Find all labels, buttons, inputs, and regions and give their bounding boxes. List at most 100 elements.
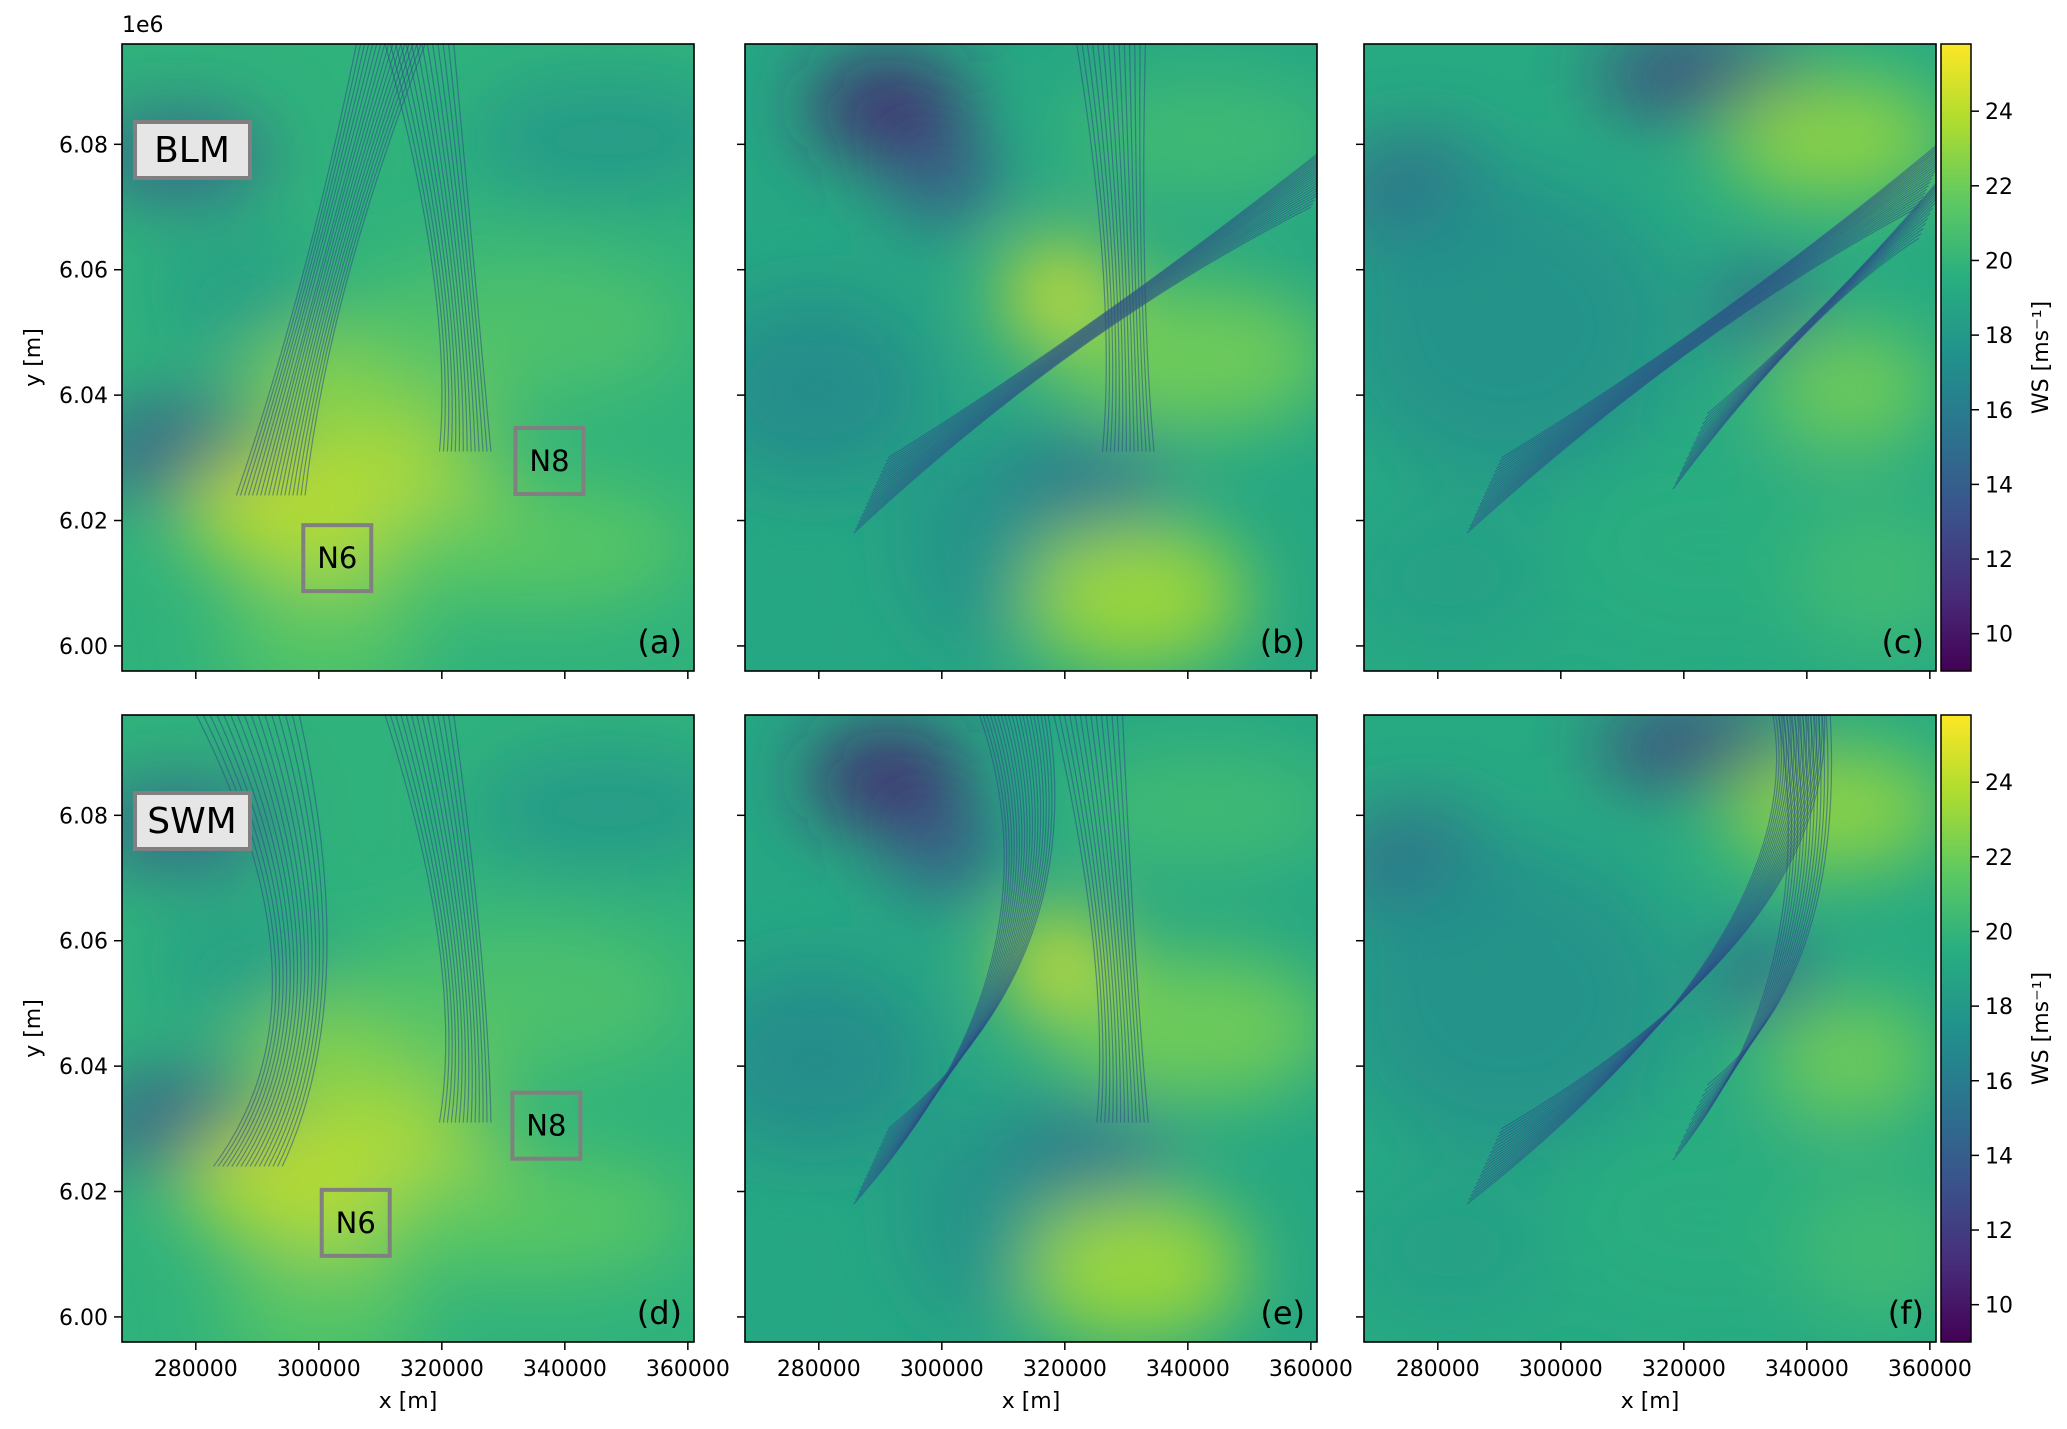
wake-line [1500, 715, 1826, 1130]
colorbar [1940, 714, 1972, 1343]
wind-speed-fields [122, 44, 1936, 1342]
wake-line [384, 715, 447, 1123]
ws-blob [1718, 75, 1936, 201]
ws-blob [350, 921, 694, 1073]
wake-line [863, 187, 1317, 513]
wake-line [886, 155, 1317, 462]
wake-line [239, 44, 362, 496]
ws-blob [1002, 432, 1174, 534]
wake-line [885, 715, 1053, 1134]
wake-line [1113, 44, 1131, 452]
ws-blob [1059, 75, 1317, 201]
x-tick-label: 320000 [1642, 1357, 1726, 1382]
x-tick-label: 300000 [277, 1357, 361, 1382]
wake-line [1495, 715, 1818, 1142]
wake-line [384, 44, 443, 452]
wake-line [1690, 715, 1812, 1121]
wake-line [288, 44, 410, 496]
wake-line [1139, 44, 1151, 452]
colorbar-tick-label: 22 [1985, 175, 2013, 200]
y-tick-label: 6.04 [59, 384, 108, 409]
y-tick-label: 6.02 [59, 510, 108, 535]
farm-label-n6: N6 [319, 1187, 392, 1258]
wake-line [1468, 202, 1921, 530]
wake-line [202, 715, 277, 1167]
wake-line [1696, 715, 1819, 1109]
ws-blob [1764, 997, 1936, 1123]
wake-line [1499, 147, 1936, 462]
wake-line [254, 715, 306, 1167]
wake-line [1086, 44, 1114, 452]
wake-line [1479, 715, 1795, 1177]
ws-blob [1764, 326, 1936, 452]
ws-blob [465, 746, 694, 872]
wake-line [1471, 195, 1925, 523]
y-tick-label: 6.08 [59, 804, 108, 829]
wake-line [1102, 44, 1124, 452]
wake-line [1688, 715, 1809, 1126]
colorbar-tick-label: 14 [1985, 1144, 2013, 1169]
wake-line [858, 195, 1317, 523]
x-tick-label: 360000 [646, 1357, 730, 1382]
wake-line [1685, 715, 1805, 1132]
wake-line [859, 192, 1317, 520]
wake-line [1701, 715, 1825, 1097]
wake-line [426, 715, 473, 1123]
wake-line [256, 44, 378, 496]
wake-line [880, 715, 1044, 1146]
wake-line [1092, 44, 1117, 452]
x-tick-label: 300000 [900, 1357, 984, 1382]
wake-line [1134, 44, 1147, 452]
y-tick-label: 6.00 [59, 635, 108, 660]
wake-line [1693, 715, 1815, 1115]
wake-line [1058, 715, 1104, 1123]
wake-line [1074, 715, 1114, 1123]
wake-line [272, 44, 394, 496]
wake-line [876, 168, 1317, 484]
wake-line [267, 715, 317, 1167]
colorbar-tick-label: 10 [1985, 1294, 2013, 1319]
colorbar-tick-label: 18 [1985, 324, 2013, 349]
ws-field-c [1364, 44, 1936, 671]
ws-blob [1002, 1103, 1174, 1205]
wake-line [1473, 192, 1926, 520]
colorbar-label: WS [ms⁻¹] [2029, 972, 2054, 1085]
scheme-label-text: BLM [154, 130, 230, 171]
wakes-e [853, 715, 1149, 1205]
wakes-a [235, 44, 492, 496]
wake-line [260, 44, 382, 496]
panel-label-a: (a) [637, 623, 682, 661]
wake-line [864, 184, 1317, 509]
farm-box [301, 523, 374, 594]
wake-line [1107, 44, 1127, 452]
x-tick-label: 340000 [1765, 1357, 1849, 1382]
x-tick-label: 280000 [777, 1357, 861, 1382]
wake-line [871, 174, 1317, 495]
wake-line [1474, 188, 1928, 516]
wake-line [230, 715, 291, 1167]
wake-line [263, 715, 313, 1167]
colorbar-tick-label: 12 [1985, 1219, 2013, 1244]
x-tick-label: 320000 [1023, 1357, 1107, 1382]
farm-box [510, 1090, 583, 1161]
wake-line [1497, 149, 1936, 466]
wake-line [1095, 715, 1130, 1123]
wake-line [1097, 44, 1120, 452]
wake-line [1484, 715, 1802, 1165]
ws-blob [1364, 169, 1679, 483]
wake-line [1494, 153, 1936, 473]
panel-label-e: (e) [1260, 1294, 1305, 1332]
wake-line [1706, 182, 1936, 415]
wake-lines [195, 44, 1936, 1205]
wake-line [405, 715, 460, 1123]
wake-line [453, 44, 492, 452]
y-offset-text: 1e6 [122, 13, 164, 38]
panel-label-c: (c) [1881, 623, 1924, 661]
farm-label-n6: N6 [301, 523, 374, 594]
farm-label-n8: N8 [513, 425, 586, 496]
wake-line [223, 715, 288, 1167]
wake-line [872, 172, 1317, 491]
panel-frame-d [121, 714, 695, 1343]
colorbar-tick-label: 24 [1985, 100, 2013, 125]
wake-line [1491, 715, 1813, 1150]
